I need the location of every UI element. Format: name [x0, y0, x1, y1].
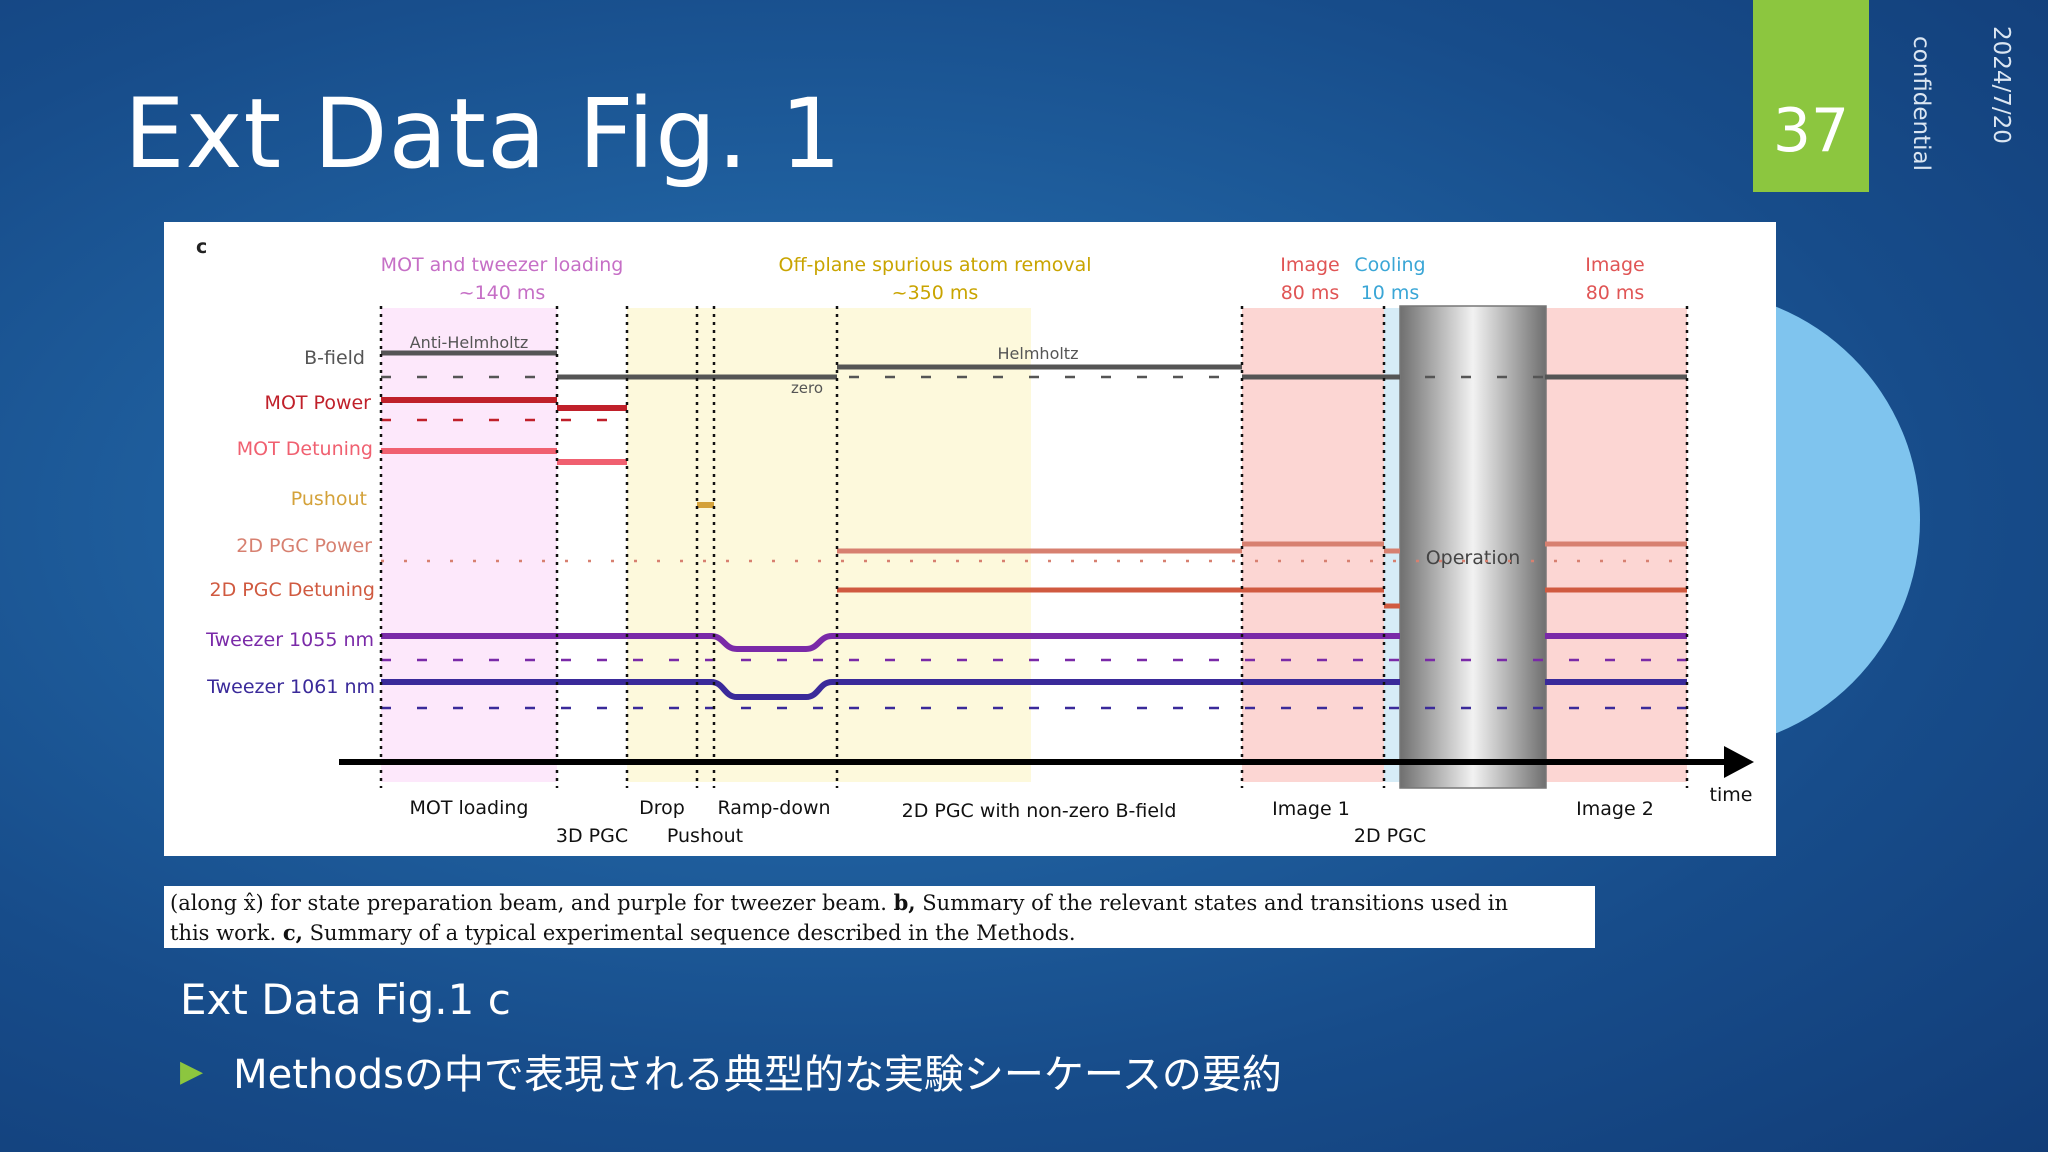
figure-panel: c Operation MOT and tweezer loading ~140… [164, 222, 1776, 856]
phase-image-1: Image 1 [1272, 798, 1350, 820]
operation-label: Operation [1426, 547, 1521, 569]
caption-bold: b, [893, 890, 916, 915]
caption-text: Summary of a typical experimental sequen… [302, 921, 1076, 945]
sequence-diagram: c Operation MOT and tweezer loading ~140… [196, 236, 1754, 847]
slide-title: Ext Data Fig. 1 [124, 78, 843, 190]
header-mot-line1: MOT and tweezer loading [381, 254, 624, 276]
row-label-2d-pgc-power: 2D PGC Power [236, 535, 372, 557]
caption-line-2: this work. c, Summary of a typical exper… [170, 918, 1589, 948]
header-image2-line2: 80 ms [1586, 282, 1645, 304]
header-mot-line2: ~140 ms [459, 282, 546, 304]
region-removal [627, 308, 1031, 782]
phase-2d-pgc: 2D PGC [1354, 825, 1426, 847]
helmholtz-label: Helmholtz [998, 344, 1079, 363]
row-label-tweezer-1061: Tweezer 1061 nm [206, 676, 375, 698]
zero-label: zero [791, 379, 823, 397]
phase-drop: Drop [639, 797, 685, 819]
page-number-box: 37 [1753, 0, 1869, 192]
bullet-item: ▶ Methodsの中で表現される典型的な実験シーケースの要約 [180, 1042, 1282, 1100]
caption-text: Summary of the relevant states and trans… [915, 891, 1509, 915]
figure-caption: (along x̂) for state preparation beam, a… [164, 886, 1595, 948]
header-removal-line1: Off-plane spurious atom removal [779, 254, 1092, 276]
caption-bold: c, [282, 920, 303, 945]
row-label-tweezer-1055: Tweezer 1055 nm [205, 629, 374, 651]
anti-helmholtz-label: Anti-Helmholtz [410, 333, 529, 352]
row-label-pushout: Pushout [291, 488, 367, 510]
header-image1-line1: Image [1280, 254, 1340, 276]
row-label-mot-detuning: MOT Detuning [237, 438, 373, 460]
time-axis-arrow [1724, 746, 1754, 778]
panel-label: c [196, 236, 207, 258]
phase-2d-pgc-nonzero: 2D PGC with non-zero B-field [902, 800, 1177, 822]
caption-text: (along x̂) for state preparation beam, a… [170, 891, 894, 915]
header-removal-line2: ~350 ms [892, 282, 979, 304]
region-cooling [1384, 308, 1402, 782]
bullet-text: Methodsの中で表現される典型的な実験シーケースの要約 [233, 1052, 1282, 1098]
confidential-label: confidential [1908, 36, 1934, 172]
header-image2-line1: Image [1585, 254, 1645, 276]
page-number: 37 [1772, 96, 1850, 166]
row-label-2d-pgc-detuning: 2D PGC Detuning [210, 579, 375, 601]
time-label: time [1710, 784, 1753, 806]
date-label: 2024/7/20 [1988, 26, 2014, 144]
row-label-b-field: B-field [304, 347, 365, 369]
row-label-mot-power: MOT Power [265, 392, 372, 414]
region-mot [381, 308, 557, 782]
caption-text: this work. [170, 921, 283, 945]
header-cooling-line2: 10 ms [1361, 282, 1420, 304]
caption-line-1: (along x̂) for state preparation beam, a… [170, 888, 1589, 918]
subtitle: Ext Data Fig.1 c [180, 975, 511, 1024]
header-cooling-line1: Cooling [1354, 254, 1425, 276]
phase-3d-pgc: 3D PGC [556, 825, 628, 847]
phase-pushout: Pushout [667, 825, 743, 847]
phase-image-2: Image 2 [1576, 798, 1654, 820]
phase-mot-loading: MOT loading [410, 797, 529, 819]
tweezer-1061-trace [381, 679, 1400, 700]
bullet-arrow-icon: ▶ [180, 1053, 204, 1089]
header-image1-line2: 80 ms [1281, 282, 1340, 304]
phase-ramp-down: Ramp-down [717, 797, 830, 819]
tweezer-1055-trace [381, 633, 1400, 652]
operation-block [1399, 305, 1547, 789]
